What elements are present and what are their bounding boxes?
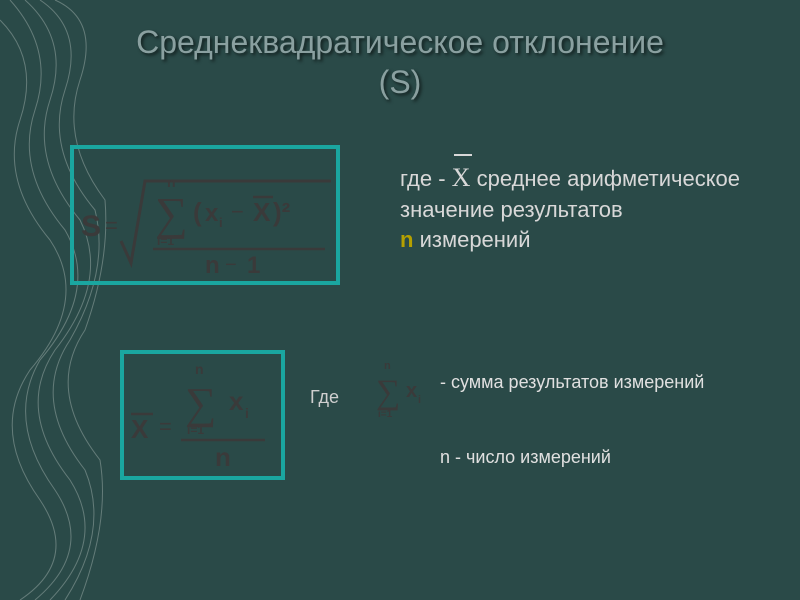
mini-bottom: i=1 [378, 409, 393, 420]
formula-mean: X = ∑ n i=1 x i n [120, 350, 285, 480]
formula-std-dev-svg: S = ∑ n i=1 ( x i − X )² n [75, 151, 335, 279]
formula-std-dev: S = ∑ n i=1 ( x i − X )² n [70, 145, 340, 285]
desc1-pre: где - [400, 166, 446, 191]
slide: Среднеквадратическое отклонение (S) S = … [0, 0, 800, 600]
f2-eq: = [159, 414, 172, 439]
f1-denom-minus: − [225, 254, 237, 276]
where-label: Где [310, 385, 339, 409]
f2-lhs: X [131, 414, 149, 444]
f1-open: ( [193, 197, 202, 227]
f2-sum-top: n [195, 361, 204, 377]
desc-n: n - число измерений [440, 445, 780, 469]
title-line-1: Среднеквадратическое отклонение [136, 24, 664, 60]
f1-eq: = [105, 213, 118, 238]
formula-mean-svg: X = ∑ n i=1 x i n [125, 356, 280, 474]
f1-sum-top: n [167, 174, 176, 190]
mini-top: n [384, 360, 391, 372]
sigma-icon: ∑ [155, 188, 188, 239]
f1-lhs: S [81, 210, 101, 243]
desc-xbar: где - X среднее арифметическое значение … [400, 160, 760, 254]
f1-minus: − [231, 199, 244, 224]
f2-sum-bottom: i=1 [187, 423, 204, 437]
desc-sum: - сумма результатов измерений [440, 370, 780, 394]
desc1-after: измерений [420, 227, 531, 252]
title-line-2: (S) [379, 64, 422, 100]
desc1-xbar: X [452, 163, 471, 192]
mini-x: x [406, 380, 417, 402]
slide-title: Среднеквадратическое отклонение (S) [0, 0, 800, 102]
f1-x: x [205, 200, 219, 227]
f1-denom-1: 1 [247, 252, 260, 279]
sigma-icon: ∑ [376, 374, 400, 411]
f2-xsub: i [245, 405, 249, 421]
f1-sum-bottom: i=1 [157, 234, 174, 248]
desc1-n: n [400, 227, 413, 252]
f1-xsub: i [219, 215, 223, 230]
f2-x: x [229, 386, 244, 416]
f1-denom-n: n [205, 252, 220, 279]
mini-sum: ∑ n i=1 x i [370, 355, 430, 430]
f1-xbar: X [253, 197, 271, 227]
f2-denom: n [215, 442, 231, 472]
f1-close-sq: )² [273, 197, 291, 227]
mini-xsub: i [418, 394, 421, 406]
sigma-icon: ∑ [185, 379, 216, 428]
